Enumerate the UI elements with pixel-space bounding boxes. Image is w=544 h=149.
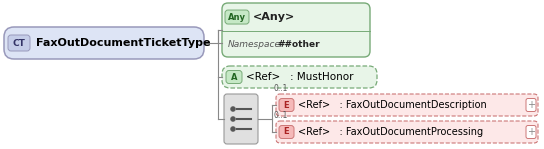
FancyBboxPatch shape [276, 121, 538, 143]
FancyBboxPatch shape [225, 10, 249, 24]
FancyBboxPatch shape [526, 98, 536, 111]
FancyBboxPatch shape [222, 66, 377, 88]
FancyBboxPatch shape [226, 70, 242, 83]
Text: E: E [283, 100, 289, 110]
FancyBboxPatch shape [8, 35, 30, 51]
FancyBboxPatch shape [276, 94, 538, 116]
Text: CT: CT [13, 38, 26, 48]
Text: FaxOutDocumentTicketType: FaxOutDocumentTicketType [36, 38, 211, 48]
Text: Namespace: Namespace [228, 39, 281, 49]
Text: +: + [527, 100, 535, 110]
Text: A: A [231, 73, 237, 82]
FancyBboxPatch shape [224, 94, 258, 144]
FancyBboxPatch shape [222, 3, 370, 57]
Text: <Ref>   : FaxOutDocumentProcessing: <Ref> : FaxOutDocumentProcessing [298, 127, 483, 137]
Text: Any: Any [228, 13, 246, 22]
Text: 0..1: 0..1 [274, 84, 288, 93]
FancyBboxPatch shape [279, 125, 294, 139]
Circle shape [231, 127, 236, 132]
Circle shape [231, 117, 236, 121]
Text: <Ref>   : MustHonor: <Ref> : MustHonor [246, 72, 354, 82]
FancyBboxPatch shape [526, 125, 536, 139]
Text: +: + [527, 127, 535, 137]
Text: ##other: ##other [277, 39, 320, 49]
Text: <Ref>   : FaxOutDocumentDescription: <Ref> : FaxOutDocumentDescription [298, 100, 487, 110]
Text: E: E [283, 128, 289, 136]
Circle shape [231, 107, 236, 111]
Text: <Any>: <Any> [253, 12, 295, 22]
Text: 0..1: 0..1 [274, 111, 288, 120]
FancyBboxPatch shape [4, 27, 204, 59]
FancyBboxPatch shape [279, 98, 294, 111]
